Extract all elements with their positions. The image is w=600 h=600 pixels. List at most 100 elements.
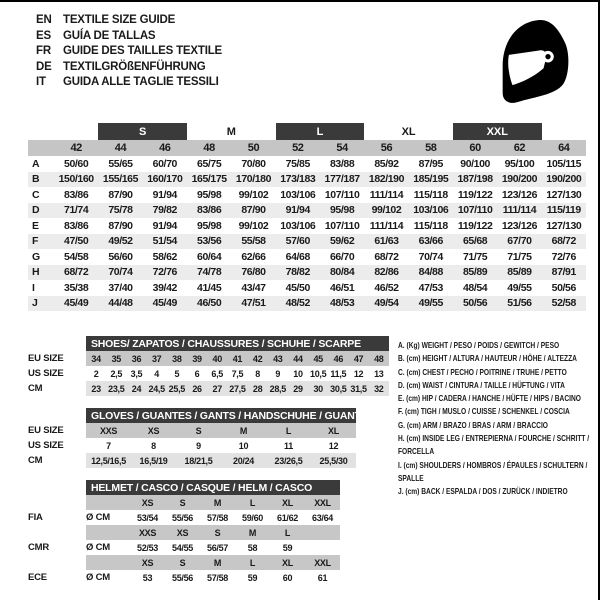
measurement-row: C 83/86 87/90 91/94 95/98 99/102 103/106… xyxy=(28,187,586,203)
helmet-table: HELMET / CASCO / CASQUE / HELM / CASCO X… xyxy=(28,480,340,585)
size-value-cell: 44/48 xyxy=(98,295,143,311)
eu-size-header-row: 42 44 46 48 50 52 54 56 58 60 62 64 xyxy=(28,140,586,156)
glove-cm-cell: 18/21,5 xyxy=(176,453,221,468)
size-value-cell: 41/45 xyxy=(197,281,222,294)
language-title: GUIDE DES TAILLES TEXTILE xyxy=(63,45,222,58)
glove-eu-size-cell: XS xyxy=(131,423,176,438)
size-value-cell: 45/49 xyxy=(54,295,99,311)
shoe-us-size-cell: 6 xyxy=(194,368,200,379)
size-value-cell: 127/130 xyxy=(546,219,582,232)
lower-section: SHOES/ ZAPATOS / CHAUSSURES / SCHUHE / S… xyxy=(28,336,594,597)
measurement-row: B 150/160 155/165 160/170 165/175 170/18… xyxy=(28,171,586,187)
size-value-cell: 50/60 xyxy=(64,157,89,170)
size-value-cell: 83/86 xyxy=(64,188,89,201)
shoe-eu-size-cell: 42 xyxy=(247,351,268,366)
size-value-cell: 68/72 xyxy=(541,233,586,249)
eu-size-cell: 64 xyxy=(541,140,586,156)
glove-us-size-cell: 12 xyxy=(328,440,339,451)
row-letter: D xyxy=(28,202,54,218)
textile-size-table: S M L XL XXL 42 44 46 48 50 52 54 xyxy=(28,123,586,311)
size-value-cell: 49/54 xyxy=(364,295,409,311)
shoe-us-size-cell: 2 xyxy=(93,368,99,379)
eu-size-cell: 62 xyxy=(497,140,542,156)
legend-item: J. (cm) BACK / ESPALDA / DOS / ZURÜCK / … xyxy=(398,486,568,497)
size-value-cell: 85/92 xyxy=(374,157,399,170)
eu-size-cell: 46 xyxy=(142,140,187,156)
gloves-table: GLOVES / GUANTES / GANTS / HANDSCHUHE / … xyxy=(28,408,356,468)
spacer-cell xyxy=(28,555,86,570)
size-value-cell: 56/60 xyxy=(108,250,133,263)
size-value-cell: 64/68 xyxy=(285,250,311,263)
eu-size-cell: 44 xyxy=(98,140,143,156)
helmet-size-cell: XXS xyxy=(130,525,165,540)
size-value-cell: 55/58 xyxy=(231,233,276,249)
size-value-cell: 54/58 xyxy=(64,250,89,263)
helmet-value-cell: 61/62 xyxy=(276,512,299,523)
size-value-cell: 71/75 xyxy=(507,250,532,263)
size-value-cell: 75/78 xyxy=(98,202,143,218)
helmet-size-cell: XL xyxy=(270,495,305,510)
size-value-cell: 84/88 xyxy=(408,264,453,280)
size-value-cell: 127/130 xyxy=(546,188,582,201)
size-value-cell: 47/53 xyxy=(418,281,444,294)
helmet-size-cell xyxy=(305,525,340,540)
size-value-cell: 49/55 xyxy=(507,281,532,294)
accessory-tables: SHOES/ ZAPATOS / CHAUSSURES / SCHUHE / S… xyxy=(28,336,394,597)
size-value-cell: 74/78 xyxy=(186,264,232,280)
shoes-cm-row: CM 23 23,5 24 24,5 25,5 26 27 27,5 28 28,5 29 30 30,… xyxy=(28,381,389,396)
language-title: TEXTILGRÖßENFÜHRUNG xyxy=(63,60,206,73)
shoe-cm-cell: 23,5 xyxy=(106,381,127,396)
gloves-us-row: US SIZE 7 8 9 10 11 12 xyxy=(28,438,356,453)
language-title: GUÍA DE TALLAS xyxy=(63,29,156,42)
size-value-cell: 177/187 xyxy=(319,171,365,187)
helmet-standards: XS S M L XL XXL FIA Ø CM 53/54 55/56 57/58 59/60… xyxy=(28,495,340,585)
measurement-row: D 71/74 75/78 79/82 83/86 87/90 91/94 95… xyxy=(28,202,586,218)
spacer-cell xyxy=(28,408,86,423)
measurement-row: J 45/49 44/48 45/49 46/50 47/51 48/52 48… xyxy=(28,295,586,311)
size-value-cell: 57/60 xyxy=(275,233,320,249)
size-value-cell: 79/82 xyxy=(142,202,187,218)
helmet-value-cell: 53 xyxy=(142,572,153,583)
size-value-cell: 150/160 xyxy=(54,171,99,187)
glove-eu-size-cell: M xyxy=(221,423,266,438)
language-row: EN TEXTILE SIZE GUIDE xyxy=(36,13,222,29)
shoe-cm-cell: 28 xyxy=(247,381,268,396)
glove-eu-size-cell: XL xyxy=(311,423,356,438)
helmet-value-cell: 53/54 xyxy=(136,512,159,523)
helmet-size-row: XS S M L XL XXL xyxy=(28,495,340,510)
helmet-size-row: XXS XS S M L xyxy=(28,525,340,540)
size-value-cell: 46/50 xyxy=(186,295,232,311)
size-value-cell: 70/80 xyxy=(241,157,266,170)
shoe-eu-size-cell: 40 xyxy=(207,351,228,366)
measurement-rows: A 50/60 55/65 60/70 65/75 70/80 75/85 83… xyxy=(28,156,586,311)
spacer-cell xyxy=(86,555,130,570)
size-value-cell: 85/89 xyxy=(497,264,542,280)
size-value-cell: 45/49 xyxy=(142,295,187,311)
helmet-value-cell: 57/58 xyxy=(206,572,229,583)
size-value-cell: 68/72 xyxy=(54,264,99,280)
shoe-us-size-cell: 5 xyxy=(174,368,180,379)
cm-label: CM xyxy=(28,383,43,394)
helmet-size-cell: M xyxy=(235,525,270,540)
size-value-cell: 76/80 xyxy=(231,264,276,280)
shoe-eu-size-cell: 37 xyxy=(146,351,167,366)
language-list: EN TEXTILE SIZE GUIDE ES GUÍA DE TALLAS … xyxy=(36,13,222,91)
helmet-size-cell: M xyxy=(200,555,235,570)
standard-label: CMR xyxy=(28,542,50,553)
size-value-cell: 71/75 xyxy=(462,250,488,263)
size-value-cell: 115/119 xyxy=(541,202,586,218)
shoe-eu-size-cell: 39 xyxy=(186,351,208,366)
size-value-cell: 70/74 xyxy=(98,264,143,280)
helmet-size-cell: M xyxy=(200,495,235,510)
helmet-value-cell: 55/56 xyxy=(171,572,194,583)
size-value-cell: 67/70 xyxy=(497,233,542,249)
size-group-xxl: XXL xyxy=(452,123,542,140)
size-value-cell: 111/114 xyxy=(369,219,404,232)
legend-item: C. (cm) CHEST / PECHO / POITRINE / TRUHE… xyxy=(398,366,567,377)
shoes-section-title: SHOES/ ZAPATOS / CHAUSSURES / SCHUHE / S… xyxy=(86,336,389,351)
shoe-us-size-cell: 12 xyxy=(353,368,364,379)
size-value-cell: 39/42 xyxy=(152,281,178,294)
size-value-cell: 111/114 xyxy=(497,202,542,218)
size-value-cell: 87/95 xyxy=(418,157,444,170)
